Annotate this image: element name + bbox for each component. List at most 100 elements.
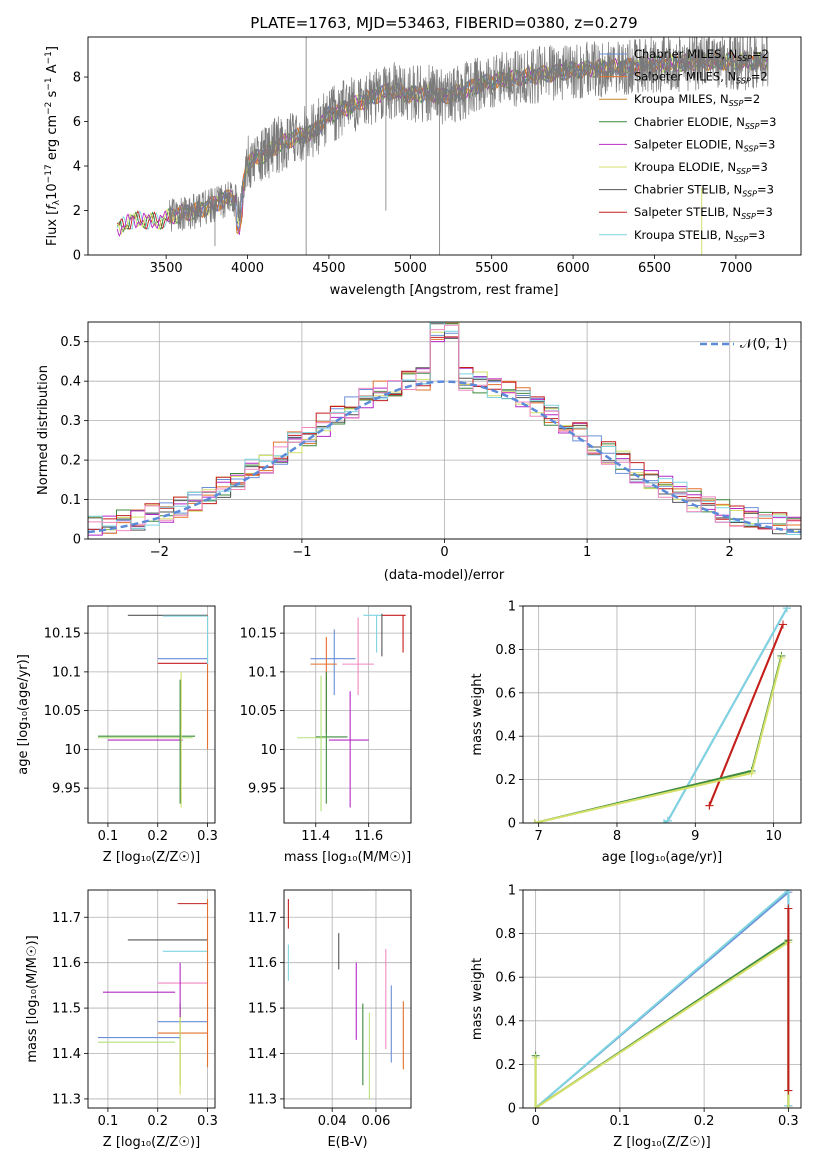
error-bars xyxy=(97,614,209,808)
y-tick-label: 9.95 xyxy=(248,782,277,797)
legend-nssp: 3 xyxy=(758,228,765,242)
x-tick-label: 0.1 xyxy=(610,1114,631,1129)
ylabel-part: erg cm xyxy=(45,115,60,164)
legend-ssp: SSP xyxy=(729,99,744,108)
y-tick-label: 11.3 xyxy=(52,1092,81,1107)
x-tick-label: 4000 xyxy=(231,261,264,276)
y-tick-label: 1 xyxy=(508,600,516,615)
error-bars xyxy=(287,899,404,1099)
y-tick-label: 11.6 xyxy=(52,956,81,971)
legend-ssp: SSP xyxy=(737,54,752,63)
y-tick-label: 0.4 xyxy=(495,1014,516,1029)
age-vs-Z-panel: 0.1 0.2 0.3 9.95 10 10.05 10.1 10.15 Z [log₁₀(Z/… xyxy=(16,605,218,865)
spectrum-xlabel: wavelength [Angstrom, rest frame] xyxy=(330,283,559,298)
ylabel-part: A xyxy=(45,64,60,77)
y-tick-label: 10.1 xyxy=(248,665,277,680)
x-tick-label: 0 xyxy=(531,1114,539,1129)
axes-frame xyxy=(283,889,412,1109)
y-tick-label: 10.15 xyxy=(44,627,81,642)
axes-frame xyxy=(283,605,412,824)
legend-eq: = xyxy=(751,160,761,174)
x-tick-label: 0.1 xyxy=(98,1114,119,1129)
ylabel: mass weight xyxy=(470,958,485,1040)
legend-nssp: 3 xyxy=(765,205,772,219)
weight-line xyxy=(534,655,783,823)
y-tick-label: 0.2 xyxy=(495,773,516,788)
ylabel: mass weight xyxy=(470,673,485,755)
ylabel-part: −2 xyxy=(44,102,54,115)
legend-label: Salpeter MILES, NSSP=2 xyxy=(634,70,768,86)
y-tick-label: 4 xyxy=(73,160,81,175)
legend-lib: ELODIE xyxy=(678,160,720,174)
data-spectrum-line xyxy=(169,37,769,232)
ylabel-part: f xyxy=(45,203,60,210)
legend-eq: = xyxy=(757,183,767,197)
y-tick-label: 0.2 xyxy=(60,454,81,469)
y-tick-label: 0 xyxy=(508,817,516,832)
legend-nssp: 3 xyxy=(760,160,767,174)
y-tick-label: 10 xyxy=(64,743,81,758)
residuals-legend: 𝒩(0, 1) xyxy=(700,337,787,352)
y-tick-label: 11.7 xyxy=(248,911,277,926)
weight-vs-Z-panel: 0 0.1 0.2 0.3 0 0.2 0.4 0.6 0.8 1 Z [log₁₀(Z/Z☉)] m… xyxy=(470,884,802,1150)
residuals-panel: −2 −1 0 1 2 0 0.1 0.2 0.3 0.4 0.5 (data-model)/err… xyxy=(36,321,802,583)
x-tick-label: 2 xyxy=(726,545,734,560)
residuals-ylabel: Normed distribution xyxy=(36,365,51,495)
x-tick-label: 8 xyxy=(613,829,621,844)
spectrum-lines xyxy=(116,37,769,255)
y-tick-label: 11.4 xyxy=(248,1047,277,1062)
legend-label: Chabrier ELODIE, NSSP=3 xyxy=(634,115,776,131)
y-tick-label: 11.5 xyxy=(52,1002,81,1017)
legend-nssp: 2 xyxy=(760,70,767,84)
x-tick-label: 7000 xyxy=(719,261,752,276)
legend-label: Chabrier MILES, NSSP=2 xyxy=(634,47,769,63)
ylabel-part: s xyxy=(45,90,60,101)
axes-frame xyxy=(522,605,802,824)
y-tick-label: 11.3 xyxy=(248,1092,277,1107)
legend-nssp: 2 xyxy=(762,47,769,61)
axes-frame xyxy=(87,889,216,1109)
x-tick-label: 6500 xyxy=(638,261,671,276)
weight-lines xyxy=(531,890,793,1108)
y-tick-label: 10.05 xyxy=(44,704,81,719)
legend-lib: STELIB xyxy=(686,205,725,219)
legend-imf: Kroupa xyxy=(634,92,675,106)
legend-n: , N xyxy=(729,115,745,129)
residuals-plot-area: −2 −1 0 1 2 0 0.1 0.2 0.3 0.4 0.5 xyxy=(60,321,802,560)
legend-eq: = xyxy=(751,70,761,84)
weight-line xyxy=(708,624,784,806)
axes-frame xyxy=(87,605,216,824)
legend-ssp: SSP xyxy=(742,190,757,199)
age-vs-mass-panel: 11.4 11.6 9.95 10 10.05 10.1 10.15 mass [log₁₀(… xyxy=(240,605,412,865)
weight-lines xyxy=(530,606,791,823)
y-tick-label: 9.95 xyxy=(52,782,81,797)
weight-line xyxy=(534,890,790,1108)
legend-nssp: 3 xyxy=(768,137,775,151)
x-tick-label: 6000 xyxy=(557,261,590,276)
x-tick-label: 3500 xyxy=(150,261,183,276)
y-tick-label: 1 xyxy=(508,884,516,899)
ylabel-part: −17 xyxy=(44,164,54,183)
legend-ssp: SSP xyxy=(736,167,751,176)
legend-label: Kroupa MILES, NSSP=2 xyxy=(634,92,760,108)
legend-lib: MILES xyxy=(687,47,721,61)
error-bars xyxy=(97,899,209,1095)
histogram-line xyxy=(88,324,801,532)
y-tick-label: 0.6 xyxy=(495,686,516,701)
y-tick-label: 11.6 xyxy=(248,956,277,971)
ylabel-part: ] xyxy=(45,46,60,51)
legend-ssp: SSP xyxy=(741,212,756,221)
spectrum-ylabel: Flux [fλ10−17 erg cm−2 s−1 A−1] xyxy=(44,46,62,246)
legend-n: , N xyxy=(721,47,737,61)
y-tick-label: 0.8 xyxy=(495,643,516,658)
mass-vs-ebv-panel: 0.04 0.06 11.3 11.4 11.5 11.6 11.7 E(B-V) xyxy=(248,889,412,1150)
xlabel: Z [log₁₀(Z/Z☉)] xyxy=(613,1135,710,1150)
legend-imf: Chabrier xyxy=(634,183,684,197)
ylabel-part: λ xyxy=(52,199,62,205)
y-tick-label: 0.6 xyxy=(495,971,516,986)
legend-eq: = xyxy=(752,47,762,61)
residuals-xlabel: (data-model)/error xyxy=(384,568,505,583)
xlabel: E(B-V) xyxy=(327,1135,367,1150)
x-tick-label: 0.2 xyxy=(147,829,168,844)
